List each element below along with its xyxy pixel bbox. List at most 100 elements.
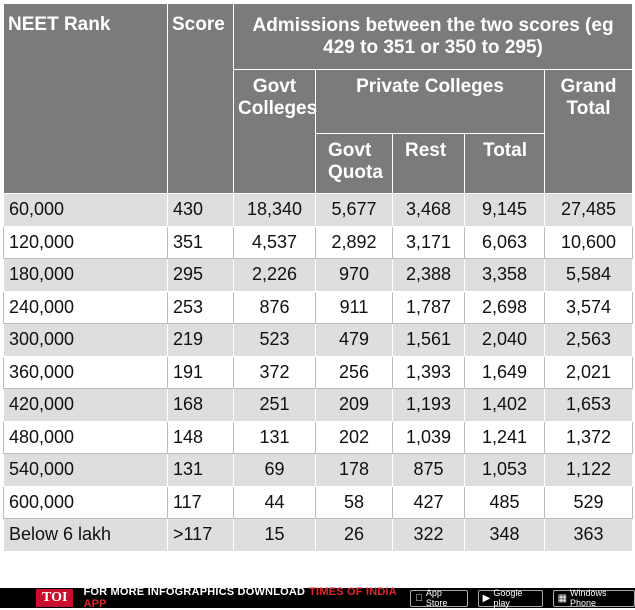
cell-score: 295 xyxy=(167,258,234,292)
cell-rank: 60,000 xyxy=(3,193,168,227)
header-score: Score xyxy=(167,3,234,194)
cell-rank: 120,000 xyxy=(3,225,168,259)
table-row: 480,000 148 131 202 1,039 1,241 1,372 xyxy=(3,420,634,454)
windows-icon: ▦ xyxy=(556,592,567,604)
cell-total: 348 xyxy=(464,518,545,552)
cell-score: 117 xyxy=(167,485,234,519)
footer-text: FOR MORE INFOGRAPHICS DOWNLOAD TIMES OF I… xyxy=(83,586,400,610)
cell-govt-colleges: 876 xyxy=(233,290,316,324)
cell-rank: 300,000 xyxy=(3,323,168,357)
cell-govt-quota: 970 xyxy=(315,258,393,292)
table-row: 60,000 430 18,340 5,677 3,468 9,145 27,485 xyxy=(3,193,634,227)
table-row: 120,000 351 4,537 2,892 3,171 6,063 10,600 xyxy=(3,225,634,259)
cell-govt-colleges: 251 xyxy=(233,388,316,422)
cell-score: 430 xyxy=(167,193,234,227)
header-rest: Rest xyxy=(392,133,465,194)
admissions-table: NEET Rank Score Admissions between the t… xyxy=(3,3,634,552)
cell-govt-colleges: 131 xyxy=(233,420,316,454)
google-play-badge[interactable]: ▶ Google play xyxy=(477,588,543,608)
header-private-colleges: Private Colleges xyxy=(315,69,545,134)
cell-grand-total: 3,574 xyxy=(543,290,634,324)
cell-score: 219 xyxy=(167,323,234,357)
cell-rank: 360,000 xyxy=(3,355,168,389)
cell-govt-quota: 479 xyxy=(315,323,393,357)
cell-govt-quota: 911 xyxy=(315,290,393,324)
cell-grand-total: 5,584 xyxy=(543,258,634,292)
cell-rest: 1,393 xyxy=(392,355,465,389)
header-total: Total xyxy=(464,133,545,194)
cell-total: 1,402 xyxy=(464,388,545,422)
toi-logo: TOI xyxy=(36,589,74,607)
cell-rank: Below 6 lakh xyxy=(3,518,168,552)
cell-score: 253 xyxy=(167,290,234,324)
cell-total: 3,358 xyxy=(464,258,545,292)
cell-govt-colleges: 2,226 xyxy=(233,258,316,292)
cell-grand-total: 27,485 xyxy=(543,193,634,227)
header-govt-quota: Govt Quota xyxy=(315,133,393,194)
cell-grand-total: 1,372 xyxy=(543,420,634,454)
cell-total: 485 xyxy=(464,485,545,519)
cell-grand-total: 1,122 xyxy=(543,453,634,487)
cell-score: 148 xyxy=(167,420,234,454)
header-govt-colleges: Govt Colleges xyxy=(233,69,317,194)
cell-rank: 540,000 xyxy=(3,453,168,487)
cell-grand-total: 1,653 xyxy=(543,388,634,422)
cell-total: 1,241 xyxy=(464,420,545,454)
cell-rest: 2,388 xyxy=(392,258,465,292)
cell-govt-quota: 5,677 xyxy=(315,193,393,227)
table-row: 180,000 295 2,226 970 2,388 3,358 5,584 xyxy=(3,258,634,292)
cell-govt-quota: 256 xyxy=(315,355,393,389)
cell-grand-total: 2,021 xyxy=(543,355,634,389)
cell-rest: 1,561 xyxy=(392,323,465,357)
table-row: 540,000 131 69 178 875 1,053 1,122 xyxy=(3,453,634,487)
app-store-badge[interactable]: App Store xyxy=(410,588,468,608)
cell-rest: 427 xyxy=(392,485,465,519)
cell-score: 351 xyxy=(167,225,234,259)
header-admissions: Admissions between the two scores (eg 42… xyxy=(232,3,634,70)
cell-govt-colleges: 15 xyxy=(233,518,316,552)
cell-score: 131 xyxy=(167,453,234,487)
cell-rest: 875 xyxy=(392,453,465,487)
footer-promo-text: FOR MORE INFOGRAPHICS DOWNLOAD xyxy=(83,586,306,598)
cell-score: 168 xyxy=(167,388,234,422)
windows-phone-badge[interactable]: ▦ Windows Phone xyxy=(552,588,635,608)
cell-govt-colleges: 4,537 xyxy=(233,225,316,259)
cell-rank: 420,000 xyxy=(3,388,168,422)
cell-rest: 3,468 xyxy=(392,193,465,227)
cell-govt-colleges: 44 xyxy=(233,485,316,519)
footer-app-name: TIMES OF INDIA APP xyxy=(83,586,397,610)
cell-rank: 480,000 xyxy=(3,420,168,454)
cell-govt-quota: 202 xyxy=(315,420,393,454)
table-row: 360,000 191 372 256 1,393 1,649 2,021 xyxy=(3,355,634,389)
cell-govt-quota: 58 xyxy=(315,485,393,519)
cell-total: 1,649 xyxy=(464,355,545,389)
cell-rest: 1,193 xyxy=(392,388,465,422)
cell-grand-total: 363 xyxy=(543,518,634,552)
apple-icon:  xyxy=(415,593,423,604)
header-neet-rank: NEET Rank xyxy=(3,3,168,194)
header-grand-total: Grand Total xyxy=(543,69,634,194)
cell-total: 9,145 xyxy=(464,193,545,227)
cell-rank: 240,000 xyxy=(3,290,168,324)
cell-rank: 600,000 xyxy=(3,485,168,519)
cell-govt-quota: 178 xyxy=(315,453,393,487)
table-row: 240,000 253 876 911 1,787 2,698 3,574 xyxy=(3,290,634,324)
footer-bar: TOI FOR MORE INFOGRAPHICS DOWNLOAD TIMES … xyxy=(0,586,635,610)
cell-govt-colleges: 18,340 xyxy=(233,193,316,227)
cell-grand-total: 2,563 xyxy=(543,323,634,357)
cell-total: 2,040 xyxy=(464,323,545,357)
cell-govt-colleges: 523 xyxy=(233,323,316,357)
cell-govt-colleges: 372 xyxy=(233,355,316,389)
cell-rest: 1,039 xyxy=(392,420,465,454)
cell-rest: 3,171 xyxy=(392,225,465,259)
cell-score: >117 xyxy=(167,518,234,552)
cell-score: 191 xyxy=(167,355,234,389)
table-row: 600,000 117 44 58 427 485 529 xyxy=(3,485,634,519)
cell-govt-colleges: 69 xyxy=(233,453,316,487)
cell-grand-total: 10,600 xyxy=(543,225,634,259)
cell-govt-quota: 209 xyxy=(315,388,393,422)
cell-rank: 180,000 xyxy=(3,258,168,292)
google-play-icon: ▶ xyxy=(480,592,491,604)
table-row: 300,000 219 523 479 1,561 2,040 2,563 xyxy=(3,323,634,357)
